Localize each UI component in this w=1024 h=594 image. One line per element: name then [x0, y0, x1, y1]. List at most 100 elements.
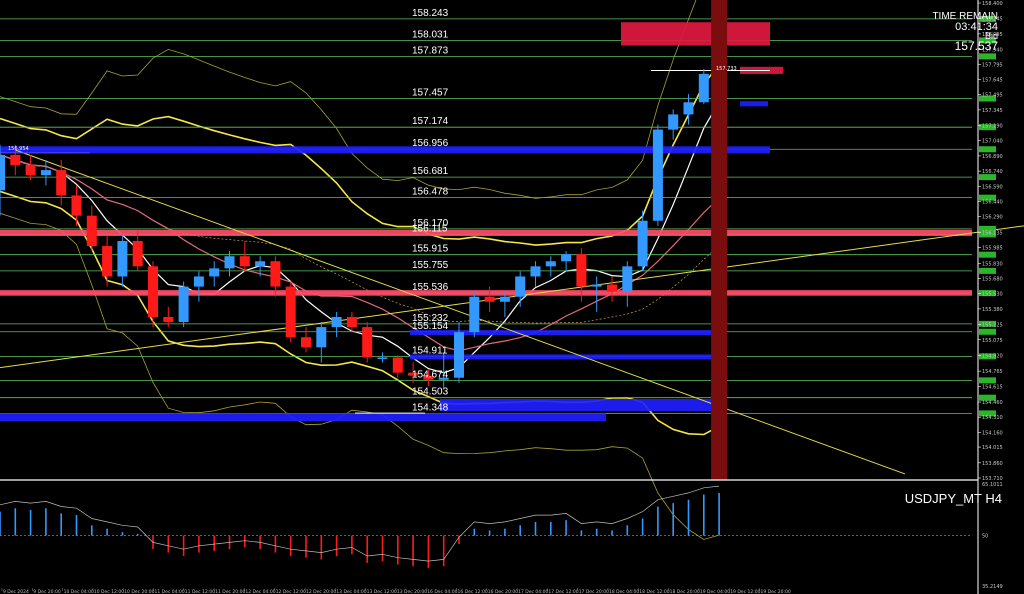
candle-bull — [545, 261, 556, 267]
candle-bull — [193, 276, 204, 287]
candle-bull — [40, 170, 51, 176]
bollinger-bands — [0, 0, 720, 540]
candle-bear — [362, 327, 373, 358]
candle-bear — [576, 254, 587, 287]
time-tick-label: 19 Dec 20:00 — [761, 589, 791, 594]
time-tick-label: 10 Dec 12:00 — [94, 589, 124, 594]
demand-zone-154-9 — [410, 354, 725, 360]
time-tick-label: 16 Dec 20:00 — [488, 589, 518, 594]
time-tick-label: 10 Dec 04:00 — [64, 589, 94, 594]
candles — [0, 68, 725, 388]
candle-bear — [423, 375, 434, 380]
indicator-panel: 65.1011 50 35.2149 — [0, 479, 1003, 590]
level-marker — [979, 174, 996, 181]
candle-bull — [0, 154, 5, 191]
time-tick-label: 9 Dec 20:00 — [33, 589, 61, 594]
axis-tick-label: 157.190 — [982, 124, 1003, 130]
indicator-axis-label: 35.2149 — [982, 584, 1003, 590]
level-label: 157.174 — [412, 116, 449, 127]
time-tick-label: 18 Dec 20:00 — [670, 589, 700, 594]
axis-tick-label: 153.710 — [982, 476, 1003, 482]
axis-tick-label: 154.460 — [982, 400, 1003, 406]
time-tick-label: 17 Dec 20:00 — [579, 589, 609, 594]
candle-bull — [530, 266, 541, 277]
price-axis: 158.400 158.245 158.095 157.940 157.795 157.6… — [977, 0, 1003, 594]
time-tick-label: 13 Dec 12:00 — [367, 589, 397, 594]
time-remain-label: TIME REMAIN — [932, 11, 998, 22]
candle-bear — [392, 357, 403, 373]
band-upper — [0, 63, 720, 246]
level-label: 154.348 — [412, 402, 449, 413]
candle-bear — [239, 256, 250, 267]
level-label: 158.243 — [412, 8, 449, 19]
demand-zone-156 — [0, 146, 770, 154]
support-zone-155 — [0, 290, 972, 296]
time-tick-label: 18 Dec 12:00 — [639, 589, 669, 594]
level-label: 155.536 — [412, 282, 449, 293]
candle-bull — [652, 129, 663, 221]
demand-zone-154-3 — [0, 413, 606, 422]
candle-bull — [698, 73, 709, 103]
candle-bull — [515, 276, 526, 297]
axis-tick-label: 156.590 — [982, 184, 1003, 190]
candle-bear — [148, 266, 158, 317]
level-marker — [979, 124, 996, 131]
time-remain-value: 03:41:34 — [955, 21, 998, 33]
level-marker — [979, 251, 996, 258]
axis-tick-label: 155.225 — [982, 323, 1003, 329]
time-tick-label: 11 Dec 20:00 — [215, 589, 245, 594]
current-bar-highlight — [711, 0, 728, 480]
candle-bull — [117, 241, 128, 277]
axis-tick-label: 156.290 — [982, 215, 1003, 221]
time-tick-label: 12 Dec 12:00 — [276, 589, 306, 594]
level-marker — [979, 410, 996, 417]
level-marker — [979, 225, 996, 232]
bid-value: 157.537 — [955, 39, 999, 53]
time-tick-label: 16 Dec 04:00 — [427, 589, 457, 594]
current-bar — [711, 0, 728, 480]
info-panel: TIME REMAIN 03:41:34 Bid 157.537 — [932, 11, 998, 53]
axis-tick-label: 157.940 — [982, 48, 1003, 54]
level-label: 154.503 — [412, 387, 449, 398]
axis-tick-label: 156.890 — [982, 154, 1003, 160]
axis-tick-label: 155.830 — [982, 261, 1003, 267]
level-marker — [979, 267, 996, 274]
axis-tick-label: 158.095 — [982, 32, 1003, 38]
axis-tick-label: 158.400 — [982, 1, 1003, 7]
candle-bear — [484, 296, 495, 302]
level-label: 155.755 — [412, 260, 449, 271]
candle-bull — [209, 268, 220, 277]
axis-tick-label: 155.530 — [982, 292, 1003, 298]
supply-zone-top — [621, 22, 770, 46]
level-marker — [979, 377, 996, 384]
level-marker — [979, 353, 996, 360]
time-tick-label: 19 Dec 04:00 — [700, 589, 730, 594]
axis-tick-label: 156.135 — [982, 230, 1003, 236]
candle-bull — [224, 256, 235, 269]
candle-bull — [561, 254, 572, 262]
level-label: 156.956 — [412, 138, 449, 149]
axis-tick-label: 154.015 — [982, 445, 1003, 451]
candle-bull — [331, 316, 342, 328]
candle-bull — [469, 296, 480, 333]
level-label: 155.154 — [412, 321, 449, 332]
bid-label: Bid — [985, 31, 998, 41]
axis-tick-label: 157.345 — [982, 108, 1003, 114]
candle-bull — [316, 327, 327, 348]
trendline-down — [14, 149, 906, 475]
time-tick-label: 18 Dec 04:00 — [609, 589, 639, 594]
time-tick-label: 12 Dec 04:00 — [245, 589, 275, 594]
candle-bear — [102, 246, 113, 277]
candle-bull — [178, 286, 189, 323]
level-label: 156.681 — [412, 166, 449, 177]
time-tick-label: 16 Dec 12:00 — [458, 589, 488, 594]
candle-bear — [301, 337, 311, 348]
indicator-signal — [0, 485, 720, 562]
level-label: 155.915 — [412, 244, 449, 255]
axis-tick-label: 156.440 — [982, 200, 1003, 206]
demand-zone-155 — [410, 330, 725, 336]
trendline-up — [0, 225, 1024, 369]
band-mid — [0, 154, 720, 324]
outer-band-lower — [0, 212, 720, 540]
